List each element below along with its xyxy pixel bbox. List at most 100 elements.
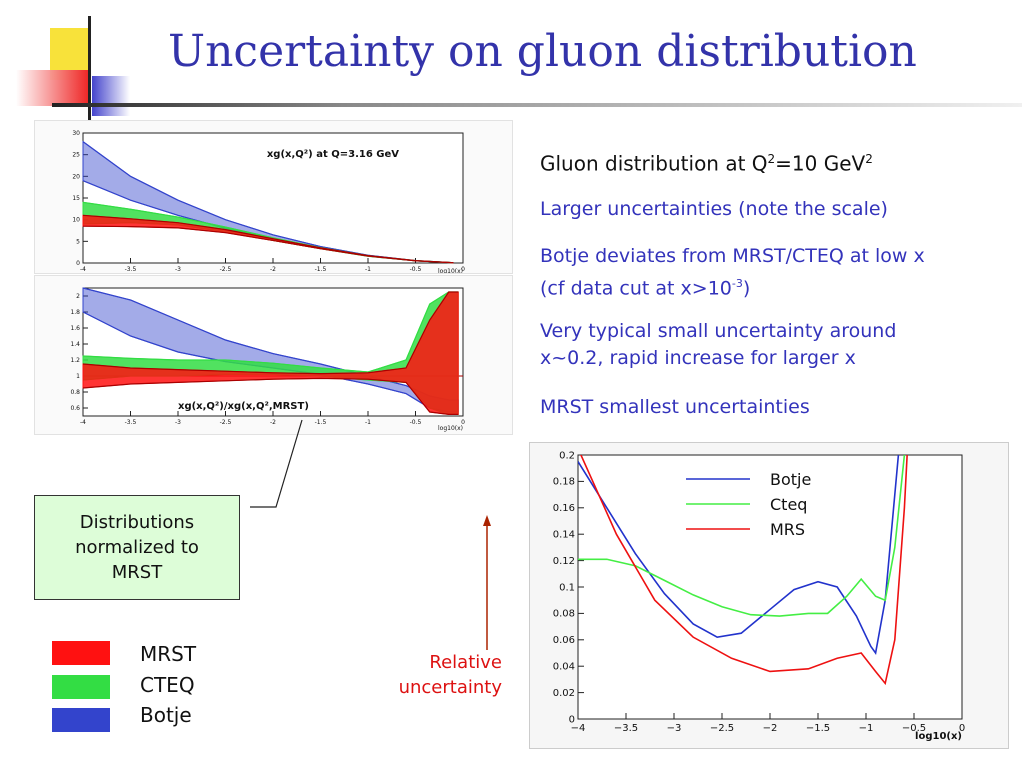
plot-xg-svg: -4 -3.5 -3 -2.5 -2 -1.5 -1 -0.5 0 0 5 10 15 20 25 30 xg(… [72,130,465,275]
rel-plot-legend-label-botje: Botje [770,470,811,489]
rel-plot-ytick-label: 0.12 [553,556,575,567]
bullet-mrst-smallest: MRST smallest uncertainties [540,396,810,418]
xg-plot-title: xg(x,Q²) at Q=3.16 GeV [267,149,399,160]
slide-title: Uncertainty on gluon distribution [168,26,917,77]
legend-swatch-botje [52,708,110,732]
ratio-plot-ytick-label: 0.8 [70,389,80,396]
bullet-data-cut-sup: -3 [731,277,743,290]
title-underline [52,103,1022,107]
ratio-plot-xtick-label: -2 [270,419,276,426]
xg-plot-ytick-label: 10 [72,217,80,224]
bullet-typical-uncertainty: Very typical small uncertainty around x~… [540,318,896,372]
xg-plot-xtick-label: -3.5 [125,266,137,273]
ratio-plot-xtick-label: -3.5 [125,419,137,426]
ratio-plot-title: xg(x,Q²)/xg(x,Q²,MRST) [178,401,309,412]
ratio-plot-xlabel: log10(x) [438,425,463,432]
rel-plot-xtick-label: −4 [571,723,586,734]
rel-plot-ytick-label: 0.16 [553,503,575,514]
rel-plot-ytick-label: 0.04 [553,662,575,673]
plot-relative-uncertainty-panel: −4 −3.5 −3 −2.5 −2 −1.5 −1 −0.5 0 0 0.02 0.04 0.06 0.… [529,442,1009,749]
ratio-plot-xtick-label: 0 [461,419,465,426]
ratio-plot-ytick-label: 1 [76,373,80,380]
legend-swatch-mrst [52,641,110,665]
ratio-plot-xtick-label: -0.5 [410,419,422,426]
xg-plot-xtick-label: -2.5 [220,266,232,273]
rel-plot-legend-label-cteq: Cteq [770,495,807,514]
rel-plot-ytick-label: 0 [569,714,575,725]
ratio-plot-band-lower-2 [82,377,459,415]
ratio-plot-ytick-label: 1.8 [70,309,80,316]
xg-plot-ytick-label: 0 [76,260,80,267]
rel-plot-line-mrs [580,455,908,686]
ratio-plot-xtick-label: -4 [80,419,86,426]
rel-plot-ytick-label: 0.2 [559,450,575,461]
ratio-plot-ytick-label: 1.2 [70,357,80,364]
logo-vertical-line [88,16,91,124]
rel-plot-xtick-label: −3.5 [614,723,638,734]
xg-plot-ytick-label: 5 [76,238,80,245]
rel-plot-xtick-label: 0 [959,723,965,734]
legend-label-mrst: MRST [140,642,197,666]
ratio-plot-ytick-label: 1.4 [70,341,80,348]
legend-label-botje: Botje [140,703,192,727]
ratio-plot-band-upper-2 [82,291,459,375]
bullet-gluon-q2: Gluon distribution at Q2=10 GeV2 [540,146,873,178]
rel-plot-xtick-label: −2 [763,723,778,734]
plot-ratio-svg: -4 -3.5 -3 -2.5 -2 -1.5 -1 -0.5 0 0.6 0.8 1 1.2 1.4 1.… [70,287,465,432]
bullet-gluon-q2-mid: =10 GeV [775,151,866,176]
logo-red-bar [16,70,90,106]
ratio-plot-xtick-label: -2.5 [220,419,232,426]
bullet-gluon-q2-sup1: 2 [767,152,776,166]
rel-plot-legend-label-mrs: MRS [770,520,805,539]
bullet-larger-uncertainties: Larger uncertainties (note the scale) [540,198,888,220]
rel-plot-ytick-label: 0.02 [553,688,575,699]
ratio-plot-band-upper-1 [82,291,459,373]
ratio-plot-xtick-label: -1 [365,419,371,426]
rel-plot-xtick-label: −0.5 [902,723,926,734]
rel-plot-line-cteq [578,455,906,617]
xg-plot-ytick-label: 25 [72,152,80,159]
bullet-gluon-q2-sup2: 2 [865,152,873,166]
bullet-data-cut-pre: (cf data cut at x>10 [540,277,732,300]
rel-plot-ytick-label: 0.18 [553,477,575,488]
xg-plot-xtick-label: -3 [175,266,181,273]
bullet-botje-deviates-line2: (cf data cut at x>10-3) [540,270,925,302]
bullet-botje-deviates-line1: Botje deviates from MRST/CTEQ at low x [540,245,925,267]
xg-plot-xtick-label: 0 [461,266,465,273]
xg-plot-band-lower-2 [82,225,454,264]
plot-xg-panel: -4 -3.5 -3 -2.5 -2 -1.5 -1 -0.5 0 0 5 10 15 20 25 30 xg(… [34,120,513,275]
callout-line3: MRST [111,562,163,583]
plot-relative-uncertainty-svg: −4 −3.5 −3 −2.5 −2 −1.5 −1 −0.5 0 0 0.02 0.04 0.06 0.… [553,450,965,742]
xg-plot-xlabel: log10(x) [438,268,463,273]
rel-plot-xtick-label: −2.5 [710,723,734,734]
logo-blue-square [92,76,130,116]
rel-plot-line-botje [578,455,900,655]
rel-plot-ytick-label: 0.1 [559,582,575,593]
rel-plot-ytick-label: 0.08 [553,609,575,620]
rel-plot-xlabel: log10(x) [915,731,962,742]
rel-plot-ytick-label: 0.06 [553,635,575,646]
callout-line2: normalized to [75,537,199,558]
bullet-data-cut-post: ) [742,277,751,300]
ratio-plot-xtick-label: -1.5 [315,419,327,426]
callout-line1: Distributions [79,512,195,533]
bullet-botje-deviates: Botje deviates from MRST/CTEQ at low x (… [540,243,925,302]
bullet-gluon-q2-text: Gluon distribution at Q [540,151,768,176]
xg-plot-ytick-label: 15 [72,195,80,202]
xg-plot-ytick-label: 30 [72,130,80,137]
rel-plot-xtick-label: −3 [667,723,682,734]
xg-plot-xtick-label: -2 [270,266,276,273]
xg-plot-xtick-label: -4 [80,266,86,273]
legend-swatch-cteq [52,675,110,699]
ratio-plot-xtick-label: -3 [175,419,181,426]
xg-plot-xtick-label: -1 [365,266,371,273]
xg-plot-xtick-label: -0.5 [410,266,422,273]
ratio-plot-ytick-label: 0.6 [70,405,80,412]
callout-normalized: Distributions normalized to MRST [34,495,240,600]
plot-ratio-panel: -4 -3.5 -3 -2.5 -2 -1.5 -1 -0.5 0 0.6 0.8 1 1.2 1.4 1.… [34,275,513,435]
legend-label-cteq: CTEQ [140,673,195,697]
bullet-typical-uncertainty-line2: x~0.2, rapid increase for larger x [540,347,856,369]
relative-uncertainty-label: Relative uncertainty [370,650,502,700]
rel-plot-xtick-label: −1.5 [806,723,830,734]
rel-plot-xtick-label: −1 [859,723,874,734]
